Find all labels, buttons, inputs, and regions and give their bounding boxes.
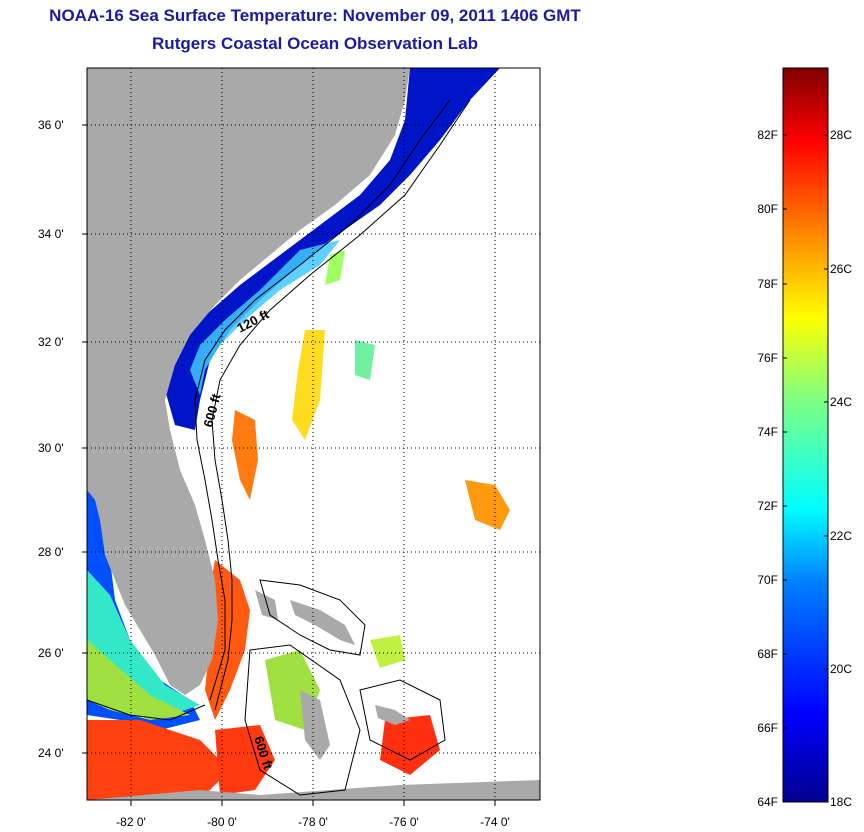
green-patch-3 xyxy=(370,635,405,668)
lon-label-76: -76 0' xyxy=(389,815,419,829)
isobath-bahamas-1 xyxy=(259,579,366,656)
land-bahamas-3 xyxy=(375,705,410,725)
lat-label-30: 30 0' xyxy=(38,441,64,455)
colorbar-label-66f: 66F xyxy=(757,721,778,735)
colorbar-label-28c: 28C xyxy=(830,128,853,142)
colorbar-label-64f: 64F xyxy=(757,795,778,809)
colorbar-label-22c: 22C xyxy=(830,529,853,543)
lon-label-80: -80 0' xyxy=(207,815,237,829)
land-cuba xyxy=(87,780,540,800)
coastal-cyan-band xyxy=(190,240,340,395)
gulf-green-water xyxy=(87,640,190,720)
land-bahamas-1 xyxy=(290,600,355,645)
warm-patch-5 xyxy=(465,480,510,530)
lat-label-34: 34 0' xyxy=(38,227,64,241)
colorbar-label-18c: 18C xyxy=(830,795,853,809)
gulf-warm-water xyxy=(87,720,230,800)
lat-label-32: 32 0' xyxy=(38,335,64,349)
colorbar-label-78f: 78F xyxy=(757,277,778,291)
coastal-cold-water xyxy=(165,68,500,430)
lat-label-26: 26 0' xyxy=(38,646,64,660)
land-bahamas-2 xyxy=(300,690,330,760)
warm-patch-2 xyxy=(232,410,258,500)
lat-label-24: 24 0' xyxy=(38,746,64,760)
colorbar-label-76f: 76F xyxy=(757,351,778,365)
colorbar xyxy=(782,67,829,803)
colorbar-label-26c: 26C xyxy=(830,262,853,276)
land-bahamas-4 xyxy=(255,590,278,620)
colorbar-label-70f: 70F xyxy=(757,573,778,587)
isobath-bahamas-3 xyxy=(359,679,446,761)
warm-patch-4 xyxy=(380,715,440,775)
lon-label-74: -74 0' xyxy=(480,815,510,829)
map-title: NOAA-16 Sea Surface Temperature: Novembe… xyxy=(49,6,581,25)
lon-label-78: -78 0' xyxy=(298,815,328,829)
colorbar-label-82f: 82F xyxy=(757,128,778,142)
lat-label-36: 36 0' xyxy=(38,118,64,132)
colorbar-label-68f: 68F xyxy=(757,647,778,661)
isobath-bahamas-2 xyxy=(244,644,361,796)
green-patch-1 xyxy=(355,340,375,380)
colorbar-label-80f: 80F xyxy=(757,202,778,216)
warm-patch-3 xyxy=(215,725,275,795)
colorbar-label-72f: 72F xyxy=(757,499,778,513)
isobath-gulf xyxy=(87,699,206,721)
lon-label-82: -82 0' xyxy=(116,815,146,829)
lat-label-28: 28 0' xyxy=(38,545,64,559)
map-subtitle: Rutgers Coastal Ocean Observation Lab xyxy=(152,34,478,53)
land-us-mainland xyxy=(87,68,410,695)
colorbar-label-24c: 24C xyxy=(830,395,853,409)
isobath-600ft xyxy=(211,99,471,711)
colorbar-label-74f: 74F xyxy=(757,425,778,439)
colorbar-label-20c: 20C xyxy=(830,662,853,676)
colorbar-ticks xyxy=(783,134,828,729)
map-ticks xyxy=(82,124,496,806)
yellow-patch-1 xyxy=(292,330,325,440)
